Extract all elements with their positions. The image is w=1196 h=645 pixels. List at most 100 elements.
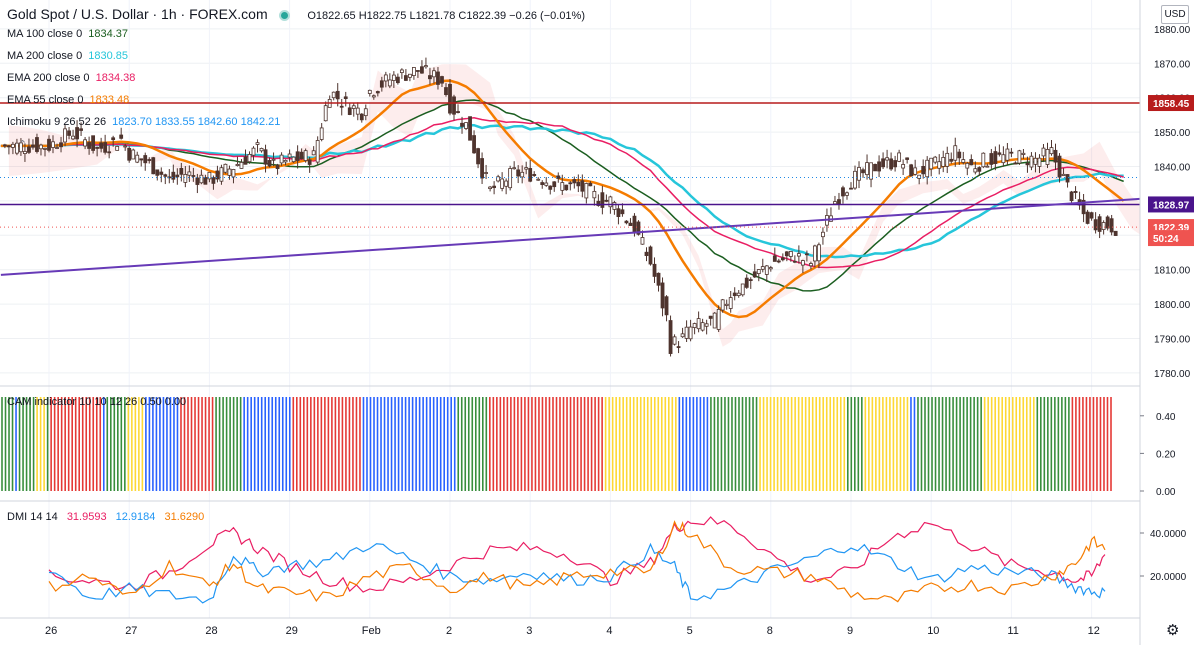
candle-body	[484, 172, 488, 174]
candle	[1021, 148, 1026, 159]
candle-body	[540, 182, 545, 185]
cam-legend[interactable]: CAM indicator 10 10 12 26 0.50 0.00	[7, 396, 186, 408]
candle-body	[973, 168, 978, 173]
candle	[175, 168, 180, 185]
candle	[363, 104, 368, 121]
candle	[395, 73, 400, 85]
candle-body	[311, 150, 316, 156]
time-axis-label: 5	[687, 625, 693, 637]
dmi-value-3: 31.6290	[164, 511, 205, 523]
candle-body	[1049, 147, 1054, 155]
candle	[35, 133, 39, 154]
candle	[420, 60, 424, 74]
candle-body	[568, 182, 573, 185]
candle	[780, 253, 785, 262]
candle-body	[1101, 222, 1106, 230]
candle	[131, 148, 136, 160]
candle-body	[239, 162, 244, 169]
candle	[279, 152, 284, 166]
candle-body	[516, 169, 521, 177]
candle-body	[580, 180, 585, 192]
candle-body	[139, 158, 144, 161]
settings-gear-icon[interactable]: ⚙	[1166, 622, 1180, 639]
candle-body	[95, 147, 100, 149]
candle	[752, 263, 757, 278]
candle-body	[67, 130, 71, 136]
candle	[973, 161, 978, 175]
candle	[817, 242, 821, 269]
candle-body	[476, 148, 480, 165]
candle	[708, 315, 713, 326]
candle-body	[179, 167, 184, 175]
legend-ema200[interactable]: EMA 200 close 0 1834.38	[7, 72, 135, 84]
candle	[1109, 214, 1114, 236]
candle-body	[1093, 219, 1098, 231]
candle	[700, 318, 705, 332]
legend-label: Ichimoku 9 26 52 26	[7, 116, 107, 128]
candle-body	[283, 159, 288, 163]
candle-body	[331, 91, 336, 99]
candle	[668, 315, 673, 357]
candle-body	[548, 185, 553, 190]
legend-ema55[interactable]: EMA 55 close 0 1833.48	[7, 94, 129, 106]
candle-body	[744, 277, 749, 288]
candle	[67, 126, 71, 140]
candle-body	[155, 169, 160, 176]
candle	[151, 156, 156, 175]
candle	[845, 191, 849, 200]
candle-body	[235, 163, 240, 166]
collapse-legend-icon[interactable]: ⌃	[18, 139, 28, 151]
candle	[167, 169, 172, 184]
currency-button[interactable]: USD	[1161, 5, 1189, 24]
candle	[83, 136, 87, 150]
dmi-axis-label: 20.0000	[1150, 572, 1187, 583]
candle-body	[259, 147, 264, 152]
candle-body	[123, 145, 128, 148]
candle-body	[199, 174, 204, 184]
candle	[143, 152, 148, 171]
candle-body	[1001, 154, 1006, 164]
candle-body	[79, 128, 83, 131]
candle	[407, 73, 412, 82]
candle	[644, 247, 649, 262]
candle-body	[600, 192, 605, 208]
candle-body	[111, 137, 116, 141]
legend-ichimoku[interactable]: Ichimoku 9 26 52 26 1823.70 1833.55 1842…	[7, 116, 280, 128]
candle-body	[363, 108, 368, 117]
candle	[804, 250, 809, 262]
candle	[243, 149, 248, 165]
candle-body	[869, 162, 873, 180]
candle-body	[560, 182, 565, 191]
candle-body	[977, 167, 982, 172]
candle-body	[143, 155, 148, 164]
legend-ma200[interactable]: MA 200 close 0 1830.85	[7, 50, 128, 62]
candle-body	[420, 66, 424, 74]
candle	[215, 165, 220, 183]
dmi-legend[interactable]: DMI 14 14 31.9593 12.9184 31.6290	[7, 511, 204, 523]
candle-body	[776, 260, 781, 263]
symbol-title[interactable]: Gold Spot / U.S. Dollar · 1h · FOREX.com	[7, 6, 268, 22]
candle	[877, 155, 881, 178]
candle-body	[456, 111, 460, 114]
candle-body	[1005, 148, 1010, 161]
candle-body	[877, 161, 881, 172]
candle	[379, 76, 384, 92]
candle	[616, 205, 621, 225]
candle	[159, 167, 164, 183]
candle-body	[804, 253, 809, 256]
candle-body	[957, 151, 962, 159]
candle	[744, 274, 749, 289]
candle-body	[821, 231, 825, 238]
cam-axis-label: 0.00	[1156, 487, 1176, 498]
candle	[472, 130, 476, 154]
legend-ma100[interactable]: MA 100 close 0 1834.37	[7, 28, 128, 40]
candle-body	[941, 156, 946, 167]
legend-value: 1834.37	[88, 28, 129, 40]
candle	[993, 146, 998, 171]
candle-body	[444, 87, 448, 96]
candle-body	[813, 245, 817, 262]
candle	[299, 148, 304, 160]
candle-body	[536, 178, 541, 181]
time-axis-label: 11	[1007, 625, 1018, 637]
